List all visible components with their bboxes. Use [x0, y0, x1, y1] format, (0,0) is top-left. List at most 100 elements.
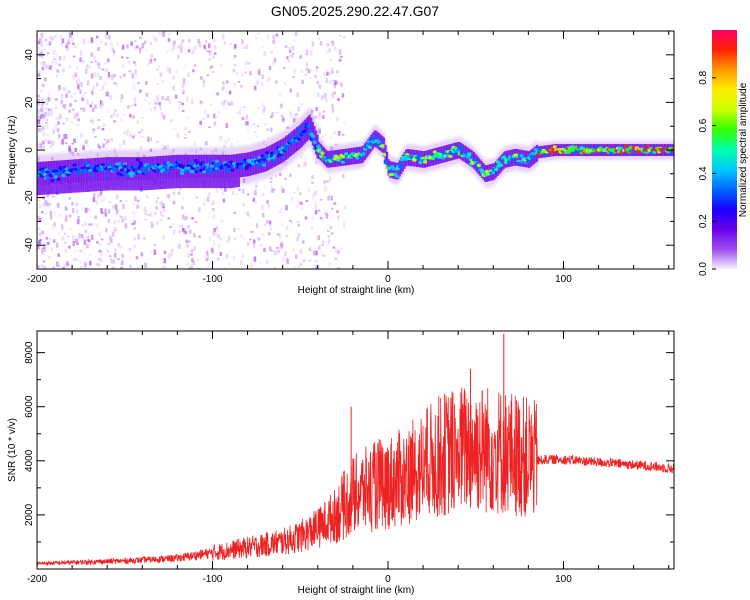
ridge-core — [205, 163, 211, 167]
ridge-core — [498, 163, 504, 167]
noise-dot — [241, 253, 245, 258]
noise-dot — [45, 118, 49, 123]
noise-dot — [172, 75, 176, 80]
noise-dot — [178, 243, 181, 249]
ridge-core — [265, 151, 270, 155]
noise-dot — [134, 69, 137, 75]
noise-dot — [89, 260, 92, 266]
ridge-band-lower — [52, 184, 55, 195]
ridge-band-lower — [237, 177, 240, 187]
noise-dot — [154, 102, 158, 105]
noise-dot — [160, 144, 164, 147]
noise-dot — [69, 33, 72, 38]
noise-dot — [314, 75, 317, 78]
colorbar-tick-label: 0.0 — [698, 262, 709, 276]
noise-dot — [112, 54, 116, 57]
noise-dot — [322, 115, 325, 119]
noise-dot — [319, 216, 323, 219]
noise-dot — [316, 66, 319, 69]
noise-dot — [241, 39, 244, 45]
noise-dot — [288, 173, 292, 177]
noise-dot — [199, 120, 202, 125]
noise-dot — [53, 210, 56, 216]
ridge-band-lower — [94, 181, 98, 192]
noise-dot — [79, 89, 82, 95]
noise-dot — [122, 203, 125, 209]
noise-dot — [182, 78, 186, 84]
noise-dot — [228, 262, 231, 267]
noise-dot — [210, 247, 214, 253]
noise-dot — [256, 125, 260, 127]
noise-dot — [91, 91, 94, 96]
noise-dot — [85, 68, 88, 74]
noise-dot — [317, 83, 320, 88]
snr-x-ticks: -200 -100 0 100 — [27, 331, 670, 585]
noise-dot — [252, 243, 256, 249]
noise-dot — [79, 50, 83, 56]
ridge-band-lower — [228, 178, 231, 189]
noise-dot — [274, 46, 277, 49]
noise-dot — [97, 193, 100, 199]
noise-dot — [219, 237, 223, 240]
noise-dot — [342, 174, 345, 179]
noise-dot — [292, 52, 295, 55]
snr-y-ticks: 2000 4000 6000 8000 — [24, 341, 674, 543]
ridge-band-lower — [54, 184, 57, 194]
noise-dot — [330, 195, 333, 201]
ridge-core — [494, 167, 499, 172]
noise-dot — [145, 195, 149, 198]
ridge-core — [536, 153, 542, 157]
noise-dot — [284, 251, 287, 256]
noise-dot — [39, 39, 43, 46]
x-tick-label: -200 — [27, 274, 47, 285]
noise-dot — [268, 220, 272, 225]
noise-dot — [190, 253, 193, 256]
noise-dot — [115, 209, 119, 215]
noise-dot — [144, 262, 147, 268]
noise-dot — [297, 265, 300, 269]
noise-dot — [283, 67, 286, 69]
noise-dot — [149, 212, 153, 217]
noise-dot — [224, 187, 227, 192]
ridge-band-lower — [102, 181, 105, 191]
noise-dot — [90, 73, 94, 79]
noise-dot — [42, 146, 45, 149]
noise-dot — [103, 197, 106, 202]
noise-dot — [236, 140, 239, 143]
noise-dot — [110, 238, 113, 244]
noise-dot — [72, 240, 75, 246]
noise-dot — [198, 235, 201, 238]
noise-dot — [60, 100, 63, 104]
noise-dot — [41, 49, 44, 51]
noise-dot — [296, 186, 300, 191]
noise-dot — [331, 108, 335, 113]
noise-dot — [193, 64, 197, 67]
noise-dot — [82, 94, 85, 100]
ridge-core — [312, 140, 318, 144]
noise-dot — [107, 242, 111, 246]
ridge-band-lower — [46, 185, 49, 195]
noise-dot — [112, 205, 115, 209]
noise-dot — [176, 133, 180, 138]
ridge-core — [137, 170, 143, 174]
noise-dot — [273, 251, 277, 256]
ridge-core — [588, 145, 594, 149]
noise-dot — [80, 108, 83, 110]
x-tick-label: 0 — [385, 574, 391, 585]
noise-dot — [331, 232, 334, 235]
ridge-band-lower — [91, 182, 94, 192]
noise-dot — [266, 79, 269, 82]
noise-dot — [120, 267, 123, 269]
ridge-core — [216, 169, 222, 173]
noise-dot — [193, 141, 196, 147]
ridge-band-lower — [104, 181, 107, 191]
noise-dot — [109, 95, 112, 100]
ridge-band-lower — [149, 180, 152, 190]
noise-dot — [181, 102, 184, 106]
noise-dot — [233, 212, 236, 214]
noise-dot — [316, 124, 320, 128]
ridge-band-lower — [168, 179, 171, 189]
ridge-band — [204, 154, 207, 179]
noise-dot — [304, 161, 307, 167]
ridge-core — [165, 161, 171, 165]
